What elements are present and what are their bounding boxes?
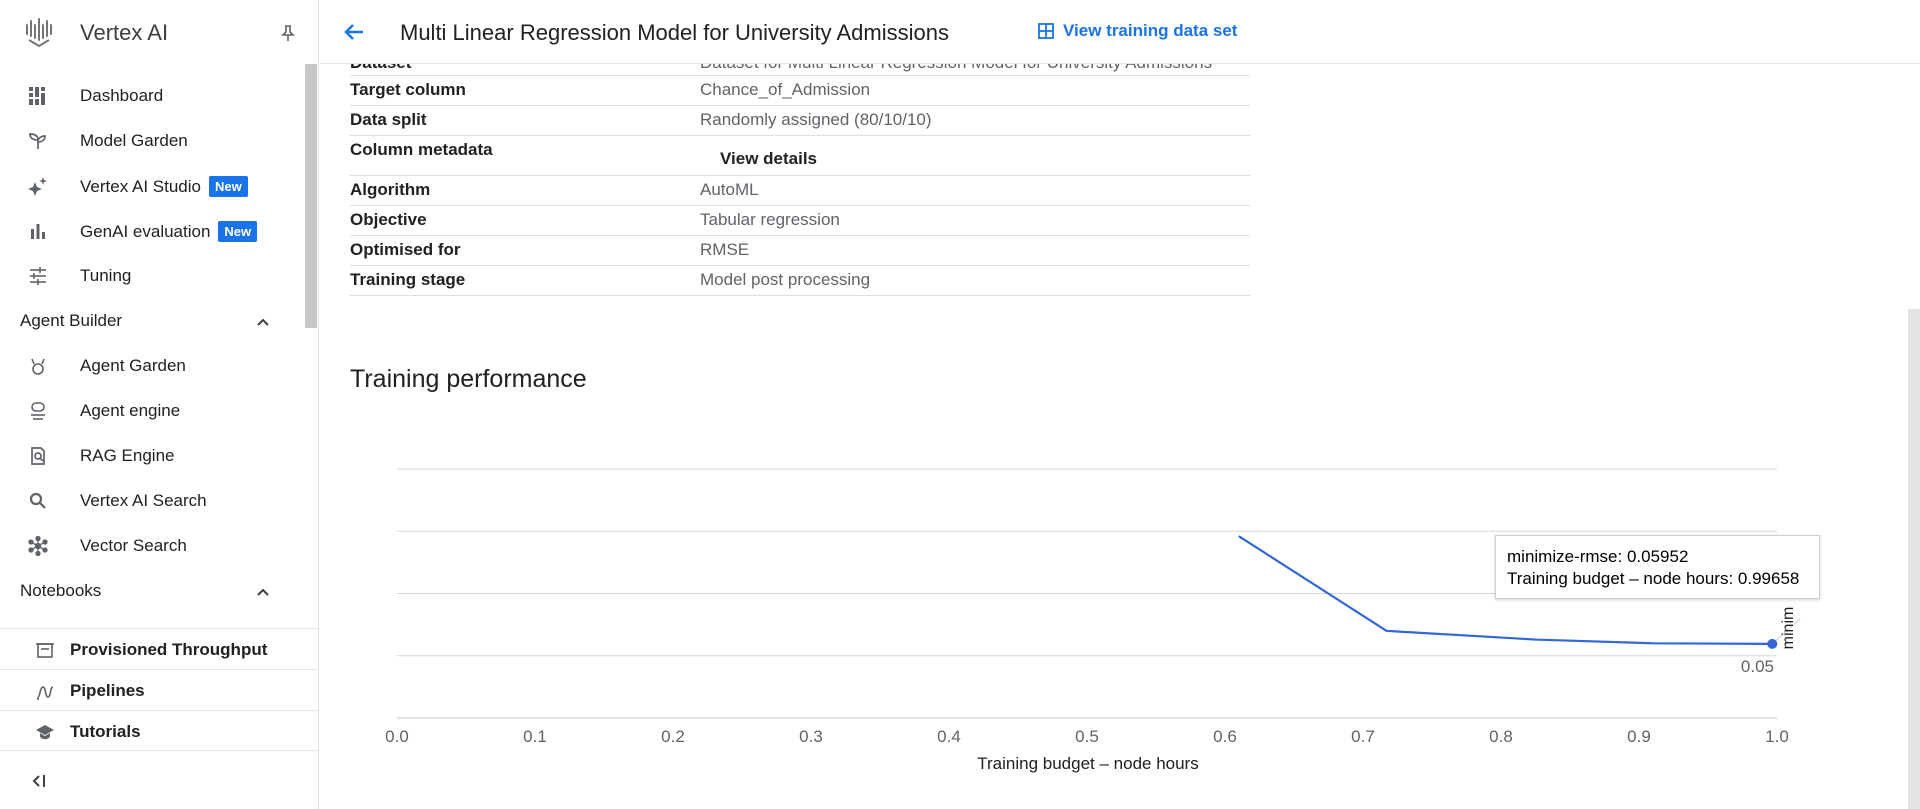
property-row-data-split: Data split Randomly assigned (80/10/10): [350, 106, 1250, 136]
agent-engine-icon: [31, 402, 45, 420]
property-key: Data split: [350, 110, 427, 129]
tutorials-icon: [36, 725, 54, 740]
sidebar-item-dashboard[interactable]: Dashboard: [0, 74, 305, 118]
bar-chart-icon: [31, 224, 45, 239]
sidebar-item-label: Tutorials: [70, 722, 141, 741]
property-key: Objective: [350, 210, 427, 229]
sidebar-item-label: Pipelines: [70, 681, 145, 700]
property-value: Dataset for Multi Linear Regression Mode…: [700, 64, 1212, 73]
model-garden-icon: [29, 133, 46, 149]
vertex-ai-logo-icon: [26, 18, 52, 48]
sidebar-item-text: Vertex AI Studio: [80, 177, 201, 196]
property-key: Optimised for: [350, 240, 461, 259]
sidebar-item-rag-engine[interactable]: RAG Engine: [0, 434, 305, 478]
sidebar-item-vertex-ai-studio[interactable]: Vertex AI Studio New: [0, 164, 305, 208]
section-agent-builder[interactable]: Agent Builder: [0, 301, 305, 341]
sidebar-item-label: Provisioned Throughput: [70, 640, 268, 659]
sparkle-icon: [28, 177, 47, 196]
agent-garden-icon: [31, 358, 45, 375]
property-value: Chance_of_Admission: [700, 80, 871, 99]
property-key: Target column: [350, 80, 466, 99]
sidebar-item-label: Tuning: [80, 266, 132, 285]
sidebar-item-tutorials[interactable]: Tutorials: [0, 710, 319, 751]
collapse-sidebar-icon[interactable]: [28, 771, 50, 791]
chevron-up-icon: [257, 318, 269, 326]
property-key: Algorithm: [350, 180, 431, 199]
page-title: Multi Linear Regression Model for Univer…: [400, 20, 949, 45]
property-row-training-stage: Training stage Model post processing: [350, 266, 1250, 296]
page-header: Multi Linear Regression Model for Univer…: [320, 0, 1920, 64]
tuning-icon: [30, 267, 46, 285]
table-icon: [1038, 23, 1054, 39]
sidebar-item-agent-engine[interactable]: Agent engine: [0, 389, 305, 433]
dashboard-icon: [29, 87, 45, 105]
sidebar-item-label: Vector Search: [80, 536, 187, 555]
sidebar-item-label: Vertex AI Search: [80, 491, 207, 510]
sidebar-item-agent-garden[interactable]: Agent Garden: [0, 344, 305, 388]
property-row-dataset: Dataset Dataset for Multi Linear Regress…: [350, 64, 1250, 76]
section-label: Notebooks: [20, 581, 102, 600]
section-label: Agent Builder: [20, 311, 123, 330]
view-training-data-set-link[interactable]: View training data set: [1037, 21, 1237, 41]
sidebar: Vertex AI Dashboard Model Garden Vertex …: [0, 0, 319, 809]
chart-tooltip: minimize-rmse: 0.05952 Training budget –…: [1495, 535, 1820, 599]
property-row-algorithm: Algorithm AutoML: [350, 176, 1250, 206]
search-icon: [29, 492, 46, 509]
back-arrow-icon[interactable]: [342, 20, 366, 44]
view-details-button[interactable]: View details: [720, 149, 818, 168]
rag-engine-icon: [31, 447, 45, 465]
new-badge: New: [218, 221, 258, 242]
sidebar-item-vertex-ai-search[interactable]: Vertex AI Search: [0, 479, 305, 523]
pipelines-icon: [37, 686, 54, 700]
sidebar-item-tuning[interactable]: Tuning: [0, 254, 305, 298]
property-key: Column metadata: [350, 140, 493, 159]
sidebar-brand: Vertex AI: [0, 0, 319, 64]
property-value: AutoML: [700, 180, 759, 199]
sidebar-item-text: GenAI evaluation: [80, 222, 211, 241]
tooltip-line-rmse: minimize-rmse: 0.05952: [1507, 547, 1689, 566]
view-link-label: View training data set: [1063, 21, 1238, 40]
sidebar-item-vector-search[interactable]: Vector Search: [0, 524, 305, 568]
sidebar-item-label: Model Garden: [80, 131, 188, 150]
sidebar-scrollbar[interactable]: [305, 64, 317, 328]
sidebar-item-label: GenAI evaluation New: [80, 221, 258, 242]
sidebar-item-label: Dashboard: [80, 86, 164, 105]
main-content: Dataset Dataset for Multi Linear Regress…: [320, 64, 1920, 809]
property-value: Model post processing: [700, 270, 871, 289]
sidebar-item-label: RAG Engine: [80, 446, 175, 465]
sidebar-item-label: Agent engine: [80, 401, 181, 420]
property-value: RMSE: [700, 240, 750, 259]
property-key: Dataset: [350, 64, 411, 73]
training-performance-title: Training performance: [350, 365, 587, 393]
property-row-optimised-for: Optimised for RMSE: [350, 236, 1250, 266]
property-row-objective: Objective Tabular regression: [350, 206, 1250, 236]
vector-search-icon: [28, 536, 48, 556]
app-title: Vertex AI: [80, 20, 169, 45]
new-badge: New: [208, 176, 248, 197]
property-key: Training stage: [350, 270, 466, 289]
sidebar-item-model-garden[interactable]: Model Garden: [0, 119, 305, 163]
sidebar-item-provisioned-throughput[interactable]: Provisioned Throughput: [0, 628, 319, 669]
property-value: Tabular regression: [700, 210, 840, 229]
throughput-icon: [36, 643, 54, 658]
sidebar-item-label: Vertex AI Studio New: [80, 176, 248, 197]
pin-icon[interactable]: [279, 24, 297, 42]
sidebar-item-pipelines[interactable]: Pipelines: [0, 669, 319, 710]
property-row-column-metadata: Column metadata View details: [350, 136, 1250, 176]
chevron-up-icon: [257, 588, 269, 596]
property-row-target-column: Target column Chance_of_Admission: [350, 76, 1250, 106]
section-notebooks[interactable]: Notebooks: [0, 571, 305, 611]
property-value: Randomly assigned (80/10/10): [700, 110, 932, 129]
main-scrollbar[interactable]: [1908, 309, 1920, 809]
sidebar-item-label: Agent Garden: [80, 356, 186, 375]
sidebar-item-genai-evaluation[interactable]: GenAI evaluation New: [0, 209, 305, 253]
tooltip-line-budget: Training budget – node hours: 0.99658: [1507, 569, 1800, 588]
